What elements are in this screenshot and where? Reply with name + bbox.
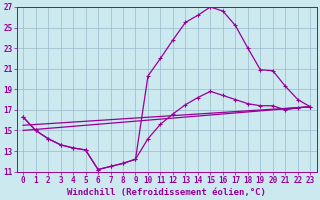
X-axis label: Windchill (Refroidissement éolien,°C): Windchill (Refroidissement éolien,°C) [67,188,266,197]
